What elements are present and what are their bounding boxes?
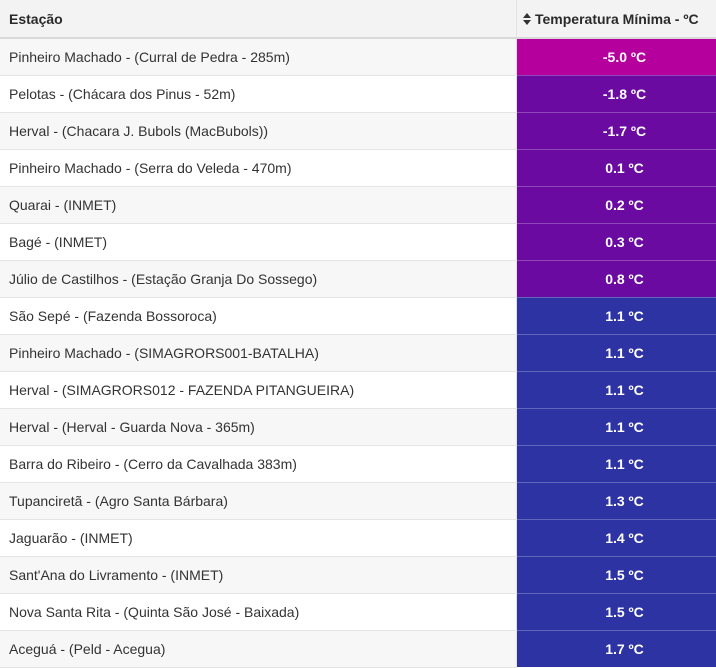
- min-temperature-cell: 0.8 ºC: [517, 260, 716, 297]
- station-name-cell: Quarai - (INMET): [0, 186, 517, 223]
- table-row: Sant'Ana do Livramento - (INMET)1.5 ºC: [0, 556, 716, 593]
- station-name-cell: Tupanciretã - (Agro Santa Bárbara): [0, 482, 517, 519]
- station-name-cell: Barra do Ribeiro - (Cerro da Cavalhada 3…: [0, 445, 517, 482]
- table-row: Nova Santa Rita - (Quinta São José - Bai…: [0, 593, 716, 630]
- table-row: Barra do Ribeiro - (Cerro da Cavalhada 3…: [0, 445, 716, 482]
- table-header-row: Estação Temperatura Mínima - ºC: [0, 0, 716, 38]
- min-temperature-cell: 1.1 ºC: [517, 297, 716, 334]
- station-name-cell: Sant'Ana do Livramento - (INMET): [0, 556, 517, 593]
- table-row: Herval - (Chacara J. Bubols (MacBubols))…: [0, 112, 716, 149]
- table-row: Aceguá - (Peld - Acegua)1.7 ºC: [0, 630, 716, 667]
- min-temperature-cell: 1.7 ºC: [517, 630, 716, 667]
- min-temperature-cell: 0.3 ºC: [517, 223, 716, 260]
- min-temperature-cell: 1.1 ºC: [517, 445, 716, 482]
- min-temperature-cell: -5.0 ºC: [517, 38, 716, 75]
- min-temperature-cell: -1.8 ºC: [517, 75, 716, 112]
- table-row: Pinheiro Machado - (SIMAGRORS001-BATALHA…: [0, 334, 716, 371]
- min-temperature-cell: 1.1 ºC: [517, 371, 716, 408]
- min-temperature-cell: 0.1 ºC: [517, 149, 716, 186]
- station-name-cell: Aceguá - (Peld - Acegua): [0, 630, 517, 667]
- station-name-cell: Jaguarão - (INMET): [0, 519, 517, 556]
- min-temperature-cell: 1.5 ºC: [517, 556, 716, 593]
- table-row: Jaguarão - (INMET)1.4 ºC: [0, 519, 716, 556]
- min-temperature-cell: 1.4 ºC: [517, 519, 716, 556]
- station-name-cell: Pinheiro Machado - (Curral de Pedra - 28…: [0, 38, 517, 75]
- station-name-cell: Herval - (Chacara J. Bubols (MacBubols)): [0, 112, 517, 149]
- table-row: Herval - (Herval - Guarda Nova - 365m)1.…: [0, 408, 716, 445]
- table-row: Tupanciretã - (Agro Santa Bárbara)1.3 ºC: [0, 482, 716, 519]
- min-temperature-cell: 1.5 ºC: [517, 593, 716, 630]
- table-row: Bagé - (INMET)0.3 ºC: [0, 223, 716, 260]
- station-name-cell: Herval - (Herval - Guarda Nova - 365m): [0, 408, 517, 445]
- station-name-cell: Nova Santa Rita - (Quinta São José - Bai…: [0, 593, 517, 630]
- table-row: Herval - (SIMAGRORS012 - FAZENDA PITANGU…: [0, 371, 716, 408]
- table-row: Quarai - (INMET)0.2 ºC: [0, 186, 716, 223]
- station-name-cell: Pinheiro Machado - (Serra do Veleda - 47…: [0, 149, 517, 186]
- station-name-cell: São Sepé - (Fazenda Bossoroca): [0, 297, 517, 334]
- station-name-cell: Pinheiro Machado - (SIMAGRORS001-BATALHA…: [0, 334, 517, 371]
- column-header-temperature[interactable]: Temperatura Mínima - ºC: [517, 0, 716, 38]
- min-temperature-cell: 1.1 ºC: [517, 334, 716, 371]
- station-name-cell: Júlio de Castilhos - (Estação Granja Do …: [0, 260, 517, 297]
- column-header-station[interactable]: Estação: [0, 0, 517, 38]
- table-row: Pinheiro Machado - (Serra do Veleda - 47…: [0, 149, 716, 186]
- min-temperature-cell: -1.7 ºC: [517, 112, 716, 149]
- table-row: Pelotas - (Chácara dos Pinus - 52m)-1.8 …: [0, 75, 716, 112]
- station-name-cell: Bagé - (INMET): [0, 223, 517, 260]
- min-temperature-cell: 0.2 ºC: [517, 186, 716, 223]
- min-temperature-cell: 1.1 ºC: [517, 408, 716, 445]
- table-row: São Sepé - (Fazenda Bossoroca)1.1 ºC: [0, 297, 716, 334]
- sort-icon[interactable]: [523, 13, 531, 25]
- table-body: Pinheiro Machado - (Curral de Pedra - 28…: [0, 38, 716, 667]
- column-header-temperature-label: Temperatura Mínima - ºC: [535, 11, 699, 27]
- station-name-cell: Herval - (SIMAGRORS012 - FAZENDA PITANGU…: [0, 371, 517, 408]
- min-temperature-cell: 1.3 ºC: [517, 482, 716, 519]
- station-name-cell: Pelotas - (Chácara dos Pinus - 52m): [0, 75, 517, 112]
- table-row: Pinheiro Machado - (Curral de Pedra - 28…: [0, 38, 716, 75]
- table-row: Júlio de Castilhos - (Estação Granja Do …: [0, 260, 716, 297]
